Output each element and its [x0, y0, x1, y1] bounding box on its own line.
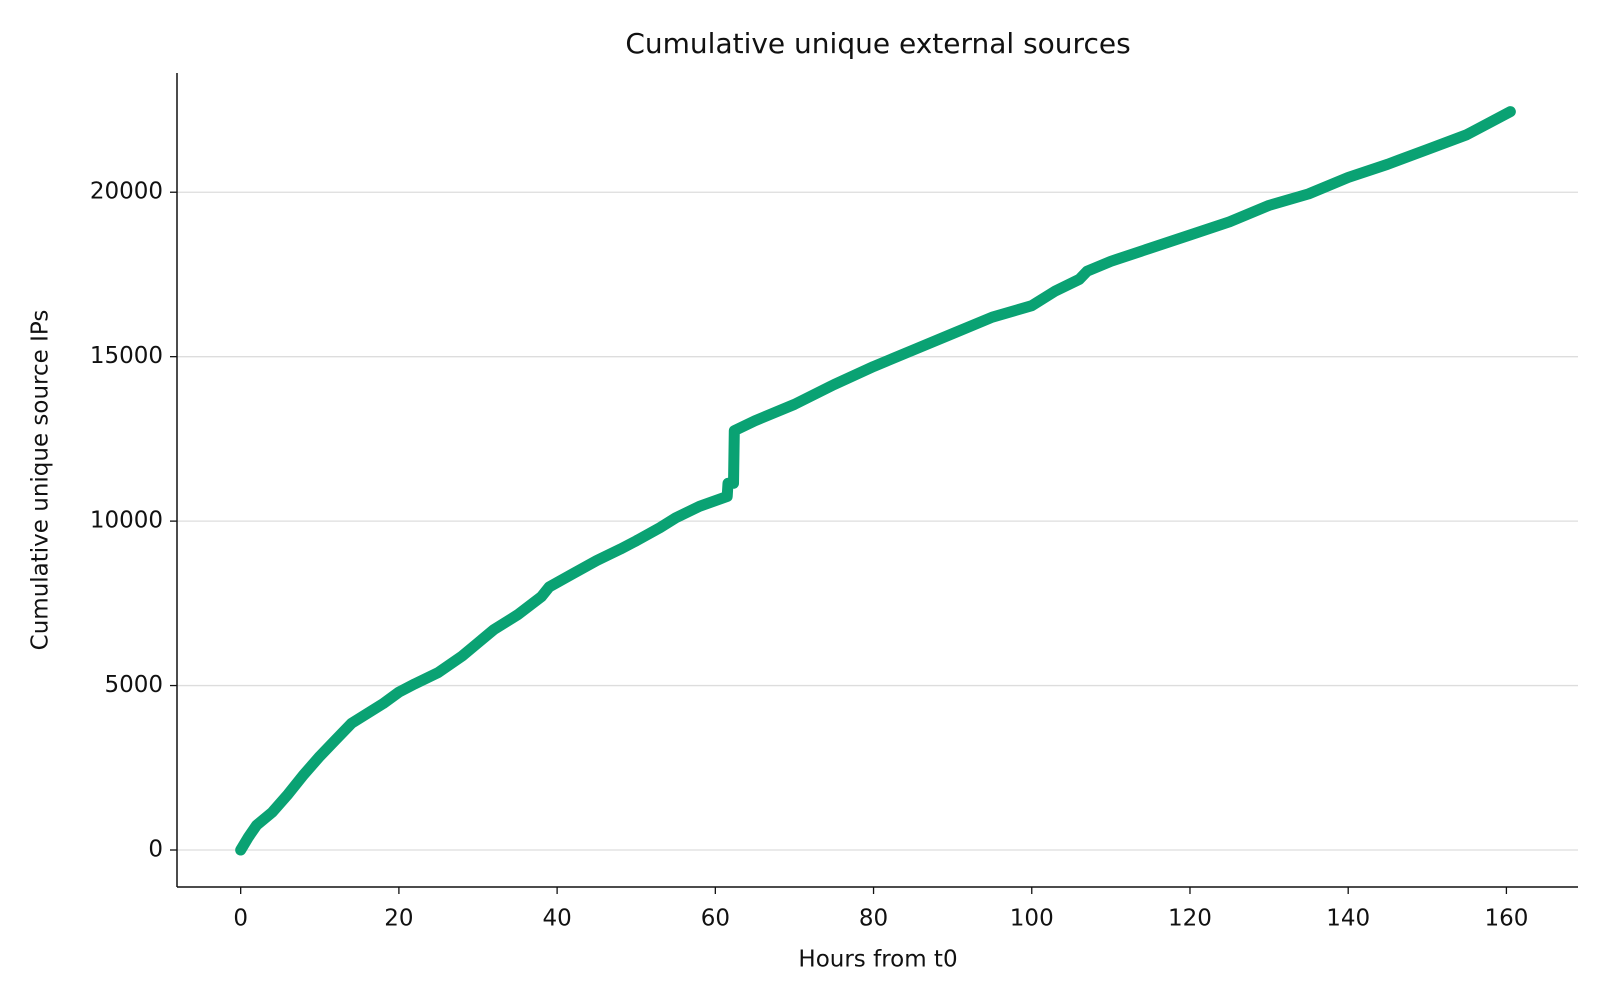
x-tick-label: 160 — [1484, 906, 1528, 932]
x-tick-label: 140 — [1326, 906, 1370, 932]
x-tick-label: 40 — [542, 906, 571, 932]
x-tick-label: 20 — [384, 906, 413, 932]
y-tick-label: 10000 — [90, 508, 163, 534]
x-tick-label: 100 — [1010, 906, 1054, 932]
x-tick-label: 80 — [859, 906, 888, 932]
y-tick-label: 5000 — [104, 672, 163, 698]
data-line — [235, 106, 1516, 856]
y-tick-label: 20000 — [90, 179, 163, 205]
x-tick-label: 60 — [701, 906, 730, 932]
x-axis-label: Hours from t0 — [798, 947, 957, 973]
x-tick-label: 0 — [233, 906, 248, 932]
chart-title: Cumulative unique external sources — [625, 27, 1130, 60]
y-axis-label: Cumulative unique source IPs — [28, 310, 54, 651]
y-tick-label: 0 — [148, 837, 163, 863]
y-tick-label: 15000 — [90, 343, 163, 369]
x-tick-label: 120 — [1168, 906, 1212, 932]
